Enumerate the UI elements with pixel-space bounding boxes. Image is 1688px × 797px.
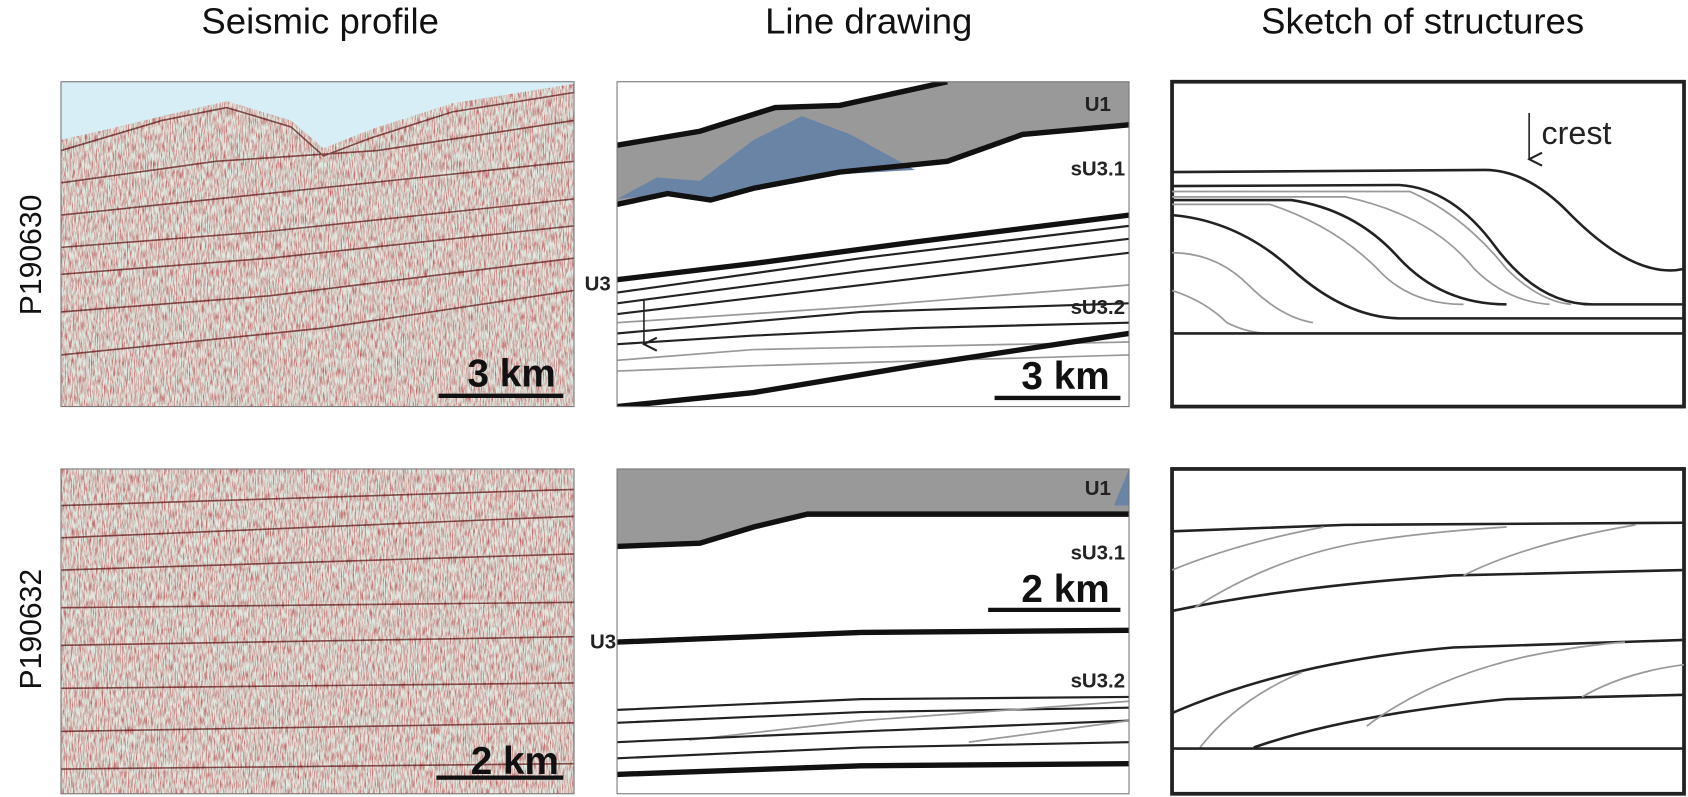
scale-label: 3 km (468, 353, 556, 396)
row-label: P190630 (15, 195, 48, 316)
unit-label: sU3.1 (1071, 158, 1125, 180)
column-title: Line drawing (765, 0, 972, 41)
crest-label: crest (1542, 115, 1612, 151)
structure-sketch (1172, 469, 1684, 794)
column-title: Seismic profile (201, 0, 439, 41)
figure: Seismic profile Line drawing Sketch of s… (0, 0, 1688, 797)
unit-label: U1 (1085, 478, 1111, 500)
unit-label: sU3.2 (1071, 670, 1125, 692)
column-title: Sketch of structures (1261, 0, 1584, 41)
unit-label: U1 (1085, 94, 1111, 116)
scale-label: 3 km (1021, 355, 1109, 398)
row-label: P190632 (15, 569, 48, 690)
scale-label: 2 km (1021, 568, 1109, 611)
line-drawing (617, 469, 1129, 774)
unit-label: U3 (590, 632, 616, 654)
unit-label: sU3.2 (1071, 297, 1125, 319)
unit-label: sU3.1 (1071, 542, 1125, 564)
unit-label: U3 (585, 273, 611, 295)
